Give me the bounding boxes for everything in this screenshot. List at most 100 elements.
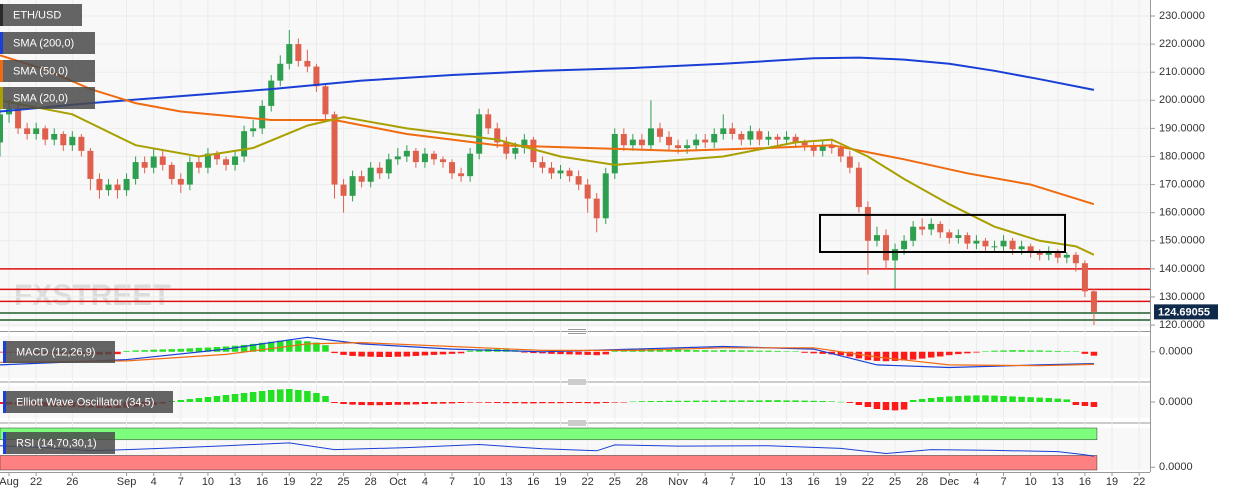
histogram-bar [566,351,573,355]
histogram-bar [819,401,826,402]
histogram-bar [258,342,266,352]
candle-body [449,162,456,174]
histogram-bar [674,349,682,352]
histogram-bar [475,349,483,352]
candle-body [313,66,320,87]
histogram-bar [340,402,347,404]
histogram-bar [331,351,338,354]
histogram-bar [295,390,302,402]
y-tick-label: 230.0000 [1159,10,1205,22]
histogram-bar [846,402,854,403]
legend-box [3,432,115,454]
histogram-bar [141,350,148,352]
histogram-bar [783,400,790,402]
candle-body [675,145,682,149]
histogram-bar [376,402,383,406]
candle-body [611,134,618,174]
histogram-bar [701,350,709,352]
candle-body [177,178,184,185]
histogram-bar [575,402,582,403]
x-tick-label: Sep [117,476,137,488]
histogram-bar [503,402,510,404]
candle-body [584,184,591,199]
histogram-bar [927,351,935,358]
candle-body [593,198,600,219]
histogram-bar [240,344,248,352]
candle-body [647,128,654,146]
candle-body [0,114,3,143]
x-tick-label: 19 [554,476,566,488]
candle-body [358,176,365,182]
histogram-bar [1090,351,1098,356]
histogram-bar [159,349,166,352]
histogram-bar [873,402,881,409]
histogram-bar [367,351,374,357]
histogram-bar [412,402,420,405]
histogram-bar [927,398,935,402]
histogram-bar [955,396,962,402]
histogram-bar [665,349,673,352]
histogram-bar [765,350,772,352]
histogram-bar [1045,350,1052,352]
rsi-line [0,442,1094,457]
histogram-bar [340,351,347,355]
y-tick-label: 180.0000 [1159,150,1205,162]
x-tick-label: 10 [1025,476,1037,488]
candle-body [837,148,844,157]
histogram-bar [439,351,447,355]
histogram-bar [656,401,664,402]
candle-body [720,128,727,135]
y-tick-label: 160.0000 [1159,207,1205,219]
y-tick-label: 210.0000 [1159,66,1205,78]
candle-body [783,136,790,140]
x-tick-label: 4 [422,476,428,488]
histogram-bar [530,351,537,354]
candle-body [656,128,663,137]
candle-body [159,156,166,165]
price-tag [1154,304,1218,320]
legend-box [3,391,173,413]
histogram-bar [900,402,908,410]
histogram-bar [421,402,429,404]
histogram-bar [222,395,230,402]
candle-body [693,139,700,146]
candle-body [1090,291,1097,312]
histogram-bar [810,400,817,402]
candle-body [385,159,392,174]
candle-body [186,162,193,185]
histogram-bar [566,402,573,403]
watermark: FXSTREET [14,279,171,312]
candle-body [919,226,926,230]
histogram-bar [991,350,998,352]
plot-layer: Aug 22 26 Sep 4 7 10 13 16 19 22 25 28 Oct 4 7 10 13 16 19 2… [0,0,1218,488]
histogram-bar [1072,402,1080,405]
histogram-bar [376,351,383,357]
histogram-bar [683,400,691,402]
histogram-bar [204,347,212,352]
x-tick-label: 13 [500,476,512,488]
histogram-bar [774,400,781,402]
candle-body [259,105,266,129]
histogram-bar [177,348,185,352]
histogram-bar [1081,351,1089,354]
histogram-bar [539,351,546,354]
candle-body [51,134,58,140]
candle-body [69,136,76,146]
candle-body [105,184,112,191]
legend-box [3,341,115,363]
x-tick-label: 28 [916,476,928,488]
histogram-bar [1000,350,1007,352]
histogram-bar [493,402,501,403]
histogram-bar [801,400,808,402]
histogram-bar [593,402,600,404]
candle-body [476,114,483,154]
histogram-bar [955,351,962,355]
histogram-bar [258,391,266,402]
y-tick-label: 220.0000 [1159,38,1205,50]
histogram-bar [738,400,745,402]
histogram-bar [973,351,980,353]
range-box [819,213,1067,253]
candle-body [412,150,419,163]
x-tick-label: Nov [668,476,688,488]
